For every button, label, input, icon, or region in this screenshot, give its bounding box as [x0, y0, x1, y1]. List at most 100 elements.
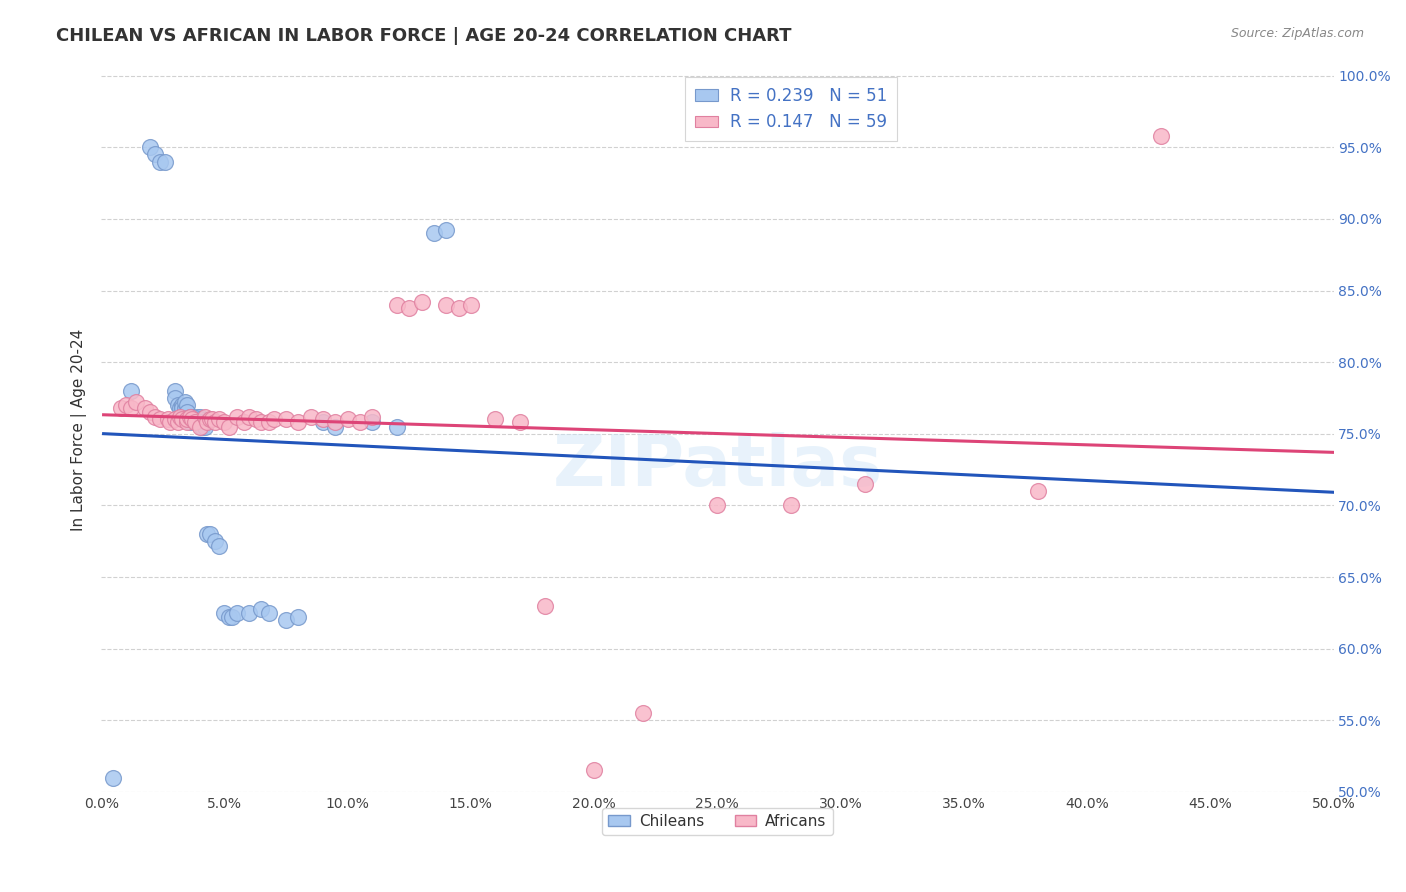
Point [176, 412, 198, 426]
Point [201, 412, 224, 426]
Point [179, 415, 201, 429]
Point [186, 409, 208, 424]
Point [184, 415, 207, 429]
Point [195, 527, 218, 541]
Y-axis label: In Labor Force | Age 20-24: In Labor Force | Age 20-24 [72, 329, 87, 532]
Text: ZIPatlas: ZIPatlas [553, 432, 883, 501]
Point [169, 409, 191, 424]
Point [218, 419, 240, 434]
Point [434, 298, 457, 312]
Point [423, 227, 446, 241]
Point [204, 534, 226, 549]
Point [257, 415, 280, 429]
Point [238, 606, 260, 620]
Point [174, 401, 197, 415]
Point [198, 527, 221, 541]
Point [176, 405, 198, 419]
Point [149, 154, 172, 169]
Point [195, 415, 218, 429]
Point [533, 599, 555, 613]
Point [257, 606, 280, 620]
Point [583, 764, 606, 778]
Point [274, 412, 297, 426]
Point [250, 415, 273, 429]
Point [176, 398, 198, 412]
Legend: Chileans, Africans: Chileans, Africans [602, 808, 832, 835]
Point [172, 398, 194, 412]
Point [198, 412, 221, 426]
Point [179, 412, 201, 426]
Point [238, 409, 260, 424]
Point [214, 606, 236, 620]
Point [1026, 484, 1049, 499]
Point [204, 415, 226, 429]
Point [172, 412, 194, 426]
Point [208, 539, 231, 553]
Point [194, 419, 217, 434]
Point [221, 610, 243, 624]
Point [633, 706, 655, 721]
Point [176, 412, 198, 426]
Point [385, 419, 408, 434]
Point [233, 415, 256, 429]
Point [287, 415, 309, 429]
Point [194, 409, 217, 424]
Point [179, 409, 201, 424]
Point [245, 412, 267, 426]
Point [188, 409, 211, 424]
Point [218, 610, 240, 624]
Point [179, 409, 201, 424]
Point [853, 477, 876, 491]
Point [191, 415, 214, 429]
Point [361, 409, 384, 424]
Point [312, 412, 335, 426]
Point [165, 412, 187, 426]
Point [166, 398, 188, 412]
Point [312, 415, 335, 429]
Point [174, 405, 197, 419]
Point [110, 401, 132, 415]
Point [184, 412, 207, 426]
Point [706, 499, 728, 513]
Point [169, 401, 191, 415]
Point [120, 401, 142, 415]
Point [299, 409, 322, 424]
Point [139, 140, 162, 154]
Point [103, 771, 125, 785]
Point [155, 154, 177, 169]
Point [114, 398, 136, 412]
Point [143, 147, 166, 161]
Point [149, 412, 172, 426]
Point [460, 298, 482, 312]
Point [159, 415, 181, 429]
Point [263, 412, 285, 426]
Point [250, 601, 273, 615]
Point [165, 391, 187, 405]
Point [165, 384, 187, 398]
Point [188, 412, 211, 426]
Point [509, 415, 531, 429]
Point [143, 409, 166, 424]
Point [274, 613, 297, 627]
Point [156, 412, 179, 426]
Point [434, 223, 457, 237]
Point [120, 384, 142, 398]
Point [385, 298, 408, 312]
Point [349, 415, 371, 429]
Point [181, 412, 204, 426]
Point [398, 301, 420, 315]
Point [361, 415, 384, 429]
Point [208, 412, 231, 426]
Point [172, 401, 194, 415]
Point [225, 606, 247, 620]
Point [323, 419, 346, 434]
Point [176, 415, 198, 429]
Point [323, 415, 346, 429]
Point [184, 415, 207, 429]
Point [139, 405, 162, 419]
Point [287, 610, 309, 624]
Point [484, 412, 506, 426]
Point [174, 395, 197, 409]
Point [411, 295, 433, 310]
Point [191, 419, 214, 434]
